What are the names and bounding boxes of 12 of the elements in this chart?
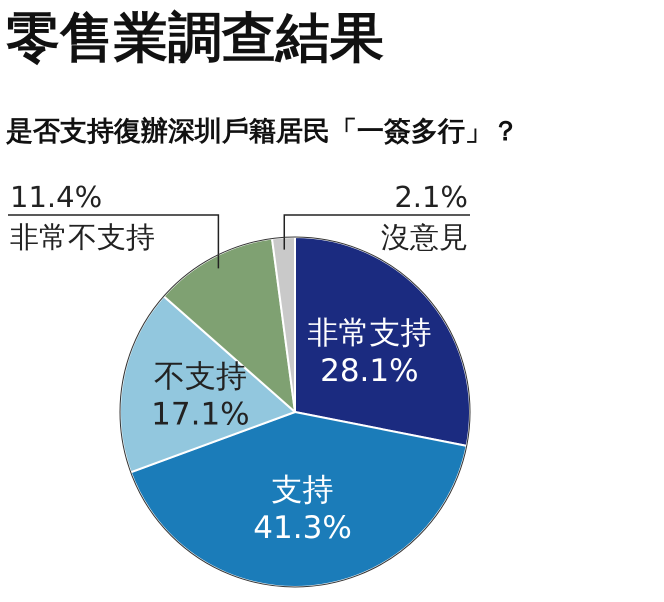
slice-label: 非常不支持 bbox=[10, 220, 155, 254]
data-label: 28.1% bbox=[320, 352, 419, 389]
data-label: 41.3% bbox=[253, 510, 352, 546]
slice-label: 不支持 bbox=[154, 358, 247, 394]
slice-label: 非常支持 bbox=[307, 314, 432, 351]
data-label: 2.1% bbox=[394, 180, 468, 214]
slice-label: 支持 bbox=[272, 472, 334, 508]
chart-title: 零售業調查結果 bbox=[6, 6, 384, 69]
data-label: 11.4% bbox=[10, 180, 102, 214]
chart-subtitle: 是否支持復辦深圳戶籍居民「一簽多行」？ bbox=[5, 116, 519, 147]
slice-label: 沒意見 bbox=[381, 220, 468, 254]
data-label: 17.1% bbox=[151, 396, 250, 432]
